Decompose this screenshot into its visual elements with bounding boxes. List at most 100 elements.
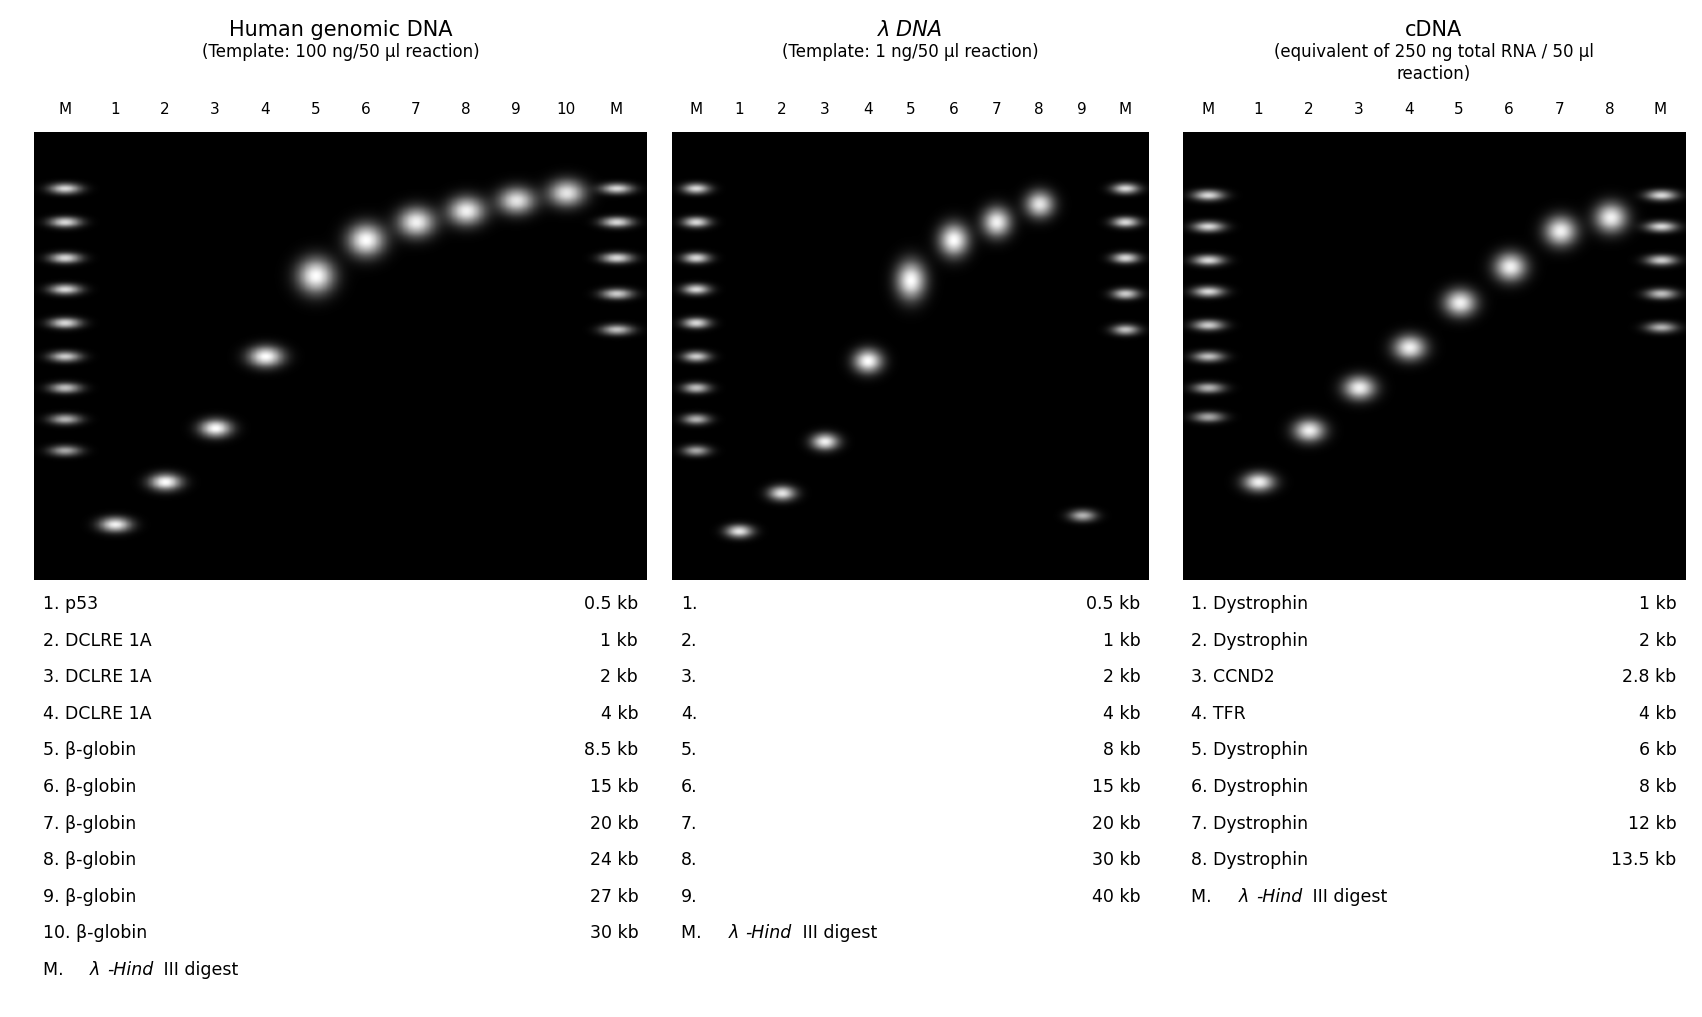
Text: M: M — [1202, 102, 1215, 117]
Text: 8. β-globin: 8. β-globin — [43, 851, 136, 870]
Text: 20 kb: 20 kb — [1091, 815, 1140, 833]
Text: 4: 4 — [1404, 102, 1414, 117]
Text: 2 kb: 2 kb — [1103, 668, 1140, 686]
Text: 3: 3 — [820, 102, 829, 117]
Text: λ: λ — [90, 961, 100, 979]
Text: 1. Dystrophin: 1. Dystrophin — [1191, 595, 1309, 613]
Text: 8: 8 — [461, 102, 470, 117]
Text: (equivalent of 250 ng total RNA / 50 μl: (equivalent of 250 ng total RNA / 50 μl — [1275, 43, 1593, 61]
Text: 8: 8 — [1035, 102, 1043, 117]
Text: 7. β-globin: 7. β-globin — [43, 815, 136, 833]
Text: 8.: 8. — [681, 851, 698, 870]
Text: 13.5 kb: 13.5 kb — [1612, 851, 1676, 870]
Text: M: M — [1653, 102, 1666, 117]
Text: 2 kb: 2 kb — [601, 668, 638, 686]
Text: 4 kb: 4 kb — [1639, 705, 1676, 723]
Text: 3. CCND2: 3. CCND2 — [1191, 668, 1275, 686]
Text: 2.: 2. — [681, 632, 698, 650]
Text: 1: 1 — [111, 102, 119, 117]
Text: 15 kb: 15 kb — [1091, 778, 1140, 796]
Text: 20 kb: 20 kb — [589, 815, 638, 833]
Text: 3: 3 — [209, 102, 220, 117]
Text: 1: 1 — [1253, 102, 1263, 117]
Text: 1 kb: 1 kb — [1103, 632, 1140, 650]
Text: -Hind: -Hind — [745, 924, 791, 943]
Text: 4. TFR: 4. TFR — [1191, 705, 1246, 723]
Text: 2. DCLRE 1A: 2. DCLRE 1A — [43, 632, 151, 650]
Text: 6: 6 — [1505, 102, 1515, 117]
Text: -Hind: -Hind — [107, 961, 153, 979]
Text: 3.: 3. — [681, 668, 698, 686]
Text: 8.5 kb: 8.5 kb — [584, 741, 638, 760]
Text: M: M — [609, 102, 623, 117]
Text: λ DNA: λ DNA — [878, 20, 943, 41]
Text: 7: 7 — [992, 102, 1001, 117]
Text: 4 kb: 4 kb — [1103, 705, 1140, 723]
Text: III digest: III digest — [797, 924, 877, 943]
Text: Human genomic DNA: Human genomic DNA — [228, 20, 453, 41]
Text: 10: 10 — [557, 102, 575, 117]
Text: 2. Dystrophin: 2. Dystrophin — [1191, 632, 1309, 650]
Text: 9. β-globin: 9. β-globin — [43, 888, 136, 906]
Text: 2.8 kb: 2.8 kb — [1622, 668, 1676, 686]
Text: 1: 1 — [734, 102, 744, 117]
Text: 4. DCLRE 1A: 4. DCLRE 1A — [43, 705, 151, 723]
Text: 8 kb: 8 kb — [1103, 741, 1140, 760]
Text: 3. DCLRE 1A: 3. DCLRE 1A — [43, 668, 151, 686]
Text: 12 kb: 12 kb — [1627, 815, 1676, 833]
Text: 1.: 1. — [681, 595, 698, 613]
Text: M: M — [58, 102, 71, 117]
Text: 2: 2 — [160, 102, 170, 117]
Text: 5: 5 — [905, 102, 916, 117]
Text: 1 kb: 1 kb — [1639, 595, 1676, 613]
Text: 6. β-globin: 6. β-globin — [43, 778, 136, 796]
Text: 0.5 kb: 0.5 kb — [1086, 595, 1140, 613]
Text: 9: 9 — [1077, 102, 1088, 117]
Text: 5: 5 — [310, 102, 320, 117]
Text: 5. Dystrophin: 5. Dystrophin — [1191, 741, 1309, 760]
Text: 2: 2 — [1304, 102, 1314, 117]
Text: 7.: 7. — [681, 815, 698, 833]
Text: M.: M. — [1191, 888, 1224, 906]
Text: 2: 2 — [778, 102, 786, 117]
Text: 4: 4 — [260, 102, 271, 117]
Text: 4 kb: 4 kb — [601, 705, 638, 723]
Text: -Hind: -Hind — [1256, 888, 1302, 906]
Text: 1 kb: 1 kb — [601, 632, 638, 650]
Text: 7: 7 — [410, 102, 420, 117]
Text: 40 kb: 40 kb — [1091, 888, 1140, 906]
Text: M: M — [1118, 102, 1132, 117]
Text: 15 kb: 15 kb — [589, 778, 638, 796]
Text: 5: 5 — [1454, 102, 1464, 117]
Text: 10. β-globin: 10. β-globin — [43, 924, 146, 943]
Text: 6.: 6. — [681, 778, 698, 796]
Text: (Template: 1 ng/50 μl reaction): (Template: 1 ng/50 μl reaction) — [783, 43, 1038, 61]
Text: 24 kb: 24 kb — [589, 851, 638, 870]
Text: (Template: 100 ng/50 μl reaction): (Template: 100 ng/50 μl reaction) — [201, 43, 480, 61]
Text: 4: 4 — [863, 102, 873, 117]
Text: III digest: III digest — [158, 961, 238, 979]
Text: 7. Dystrophin: 7. Dystrophin — [1191, 815, 1309, 833]
Text: 6 kb: 6 kb — [1639, 741, 1676, 760]
Text: λ: λ — [1239, 888, 1249, 906]
Text: 0.5 kb: 0.5 kb — [584, 595, 638, 613]
Text: 30 kb: 30 kb — [1091, 851, 1140, 870]
Text: 2 kb: 2 kb — [1639, 632, 1676, 650]
Text: 4.: 4. — [681, 705, 698, 723]
Text: M: M — [689, 102, 703, 117]
Text: 6: 6 — [948, 102, 958, 117]
Text: 9.: 9. — [681, 888, 698, 906]
Text: 27 kb: 27 kb — [589, 888, 638, 906]
Text: M.: M. — [681, 924, 713, 943]
Text: 30 kb: 30 kb — [589, 924, 638, 943]
Text: III digest: III digest — [1307, 888, 1387, 906]
Text: 3: 3 — [1353, 102, 1363, 117]
Text: 6: 6 — [361, 102, 371, 117]
Text: cDNA: cDNA — [1406, 20, 1462, 41]
Text: reaction): reaction) — [1397, 65, 1471, 83]
Text: λ: λ — [728, 924, 739, 943]
Text: 1. p53: 1. p53 — [43, 595, 97, 613]
Text: 8: 8 — [1605, 102, 1615, 117]
Text: 8 kb: 8 kb — [1639, 778, 1676, 796]
Text: 7: 7 — [1554, 102, 1564, 117]
